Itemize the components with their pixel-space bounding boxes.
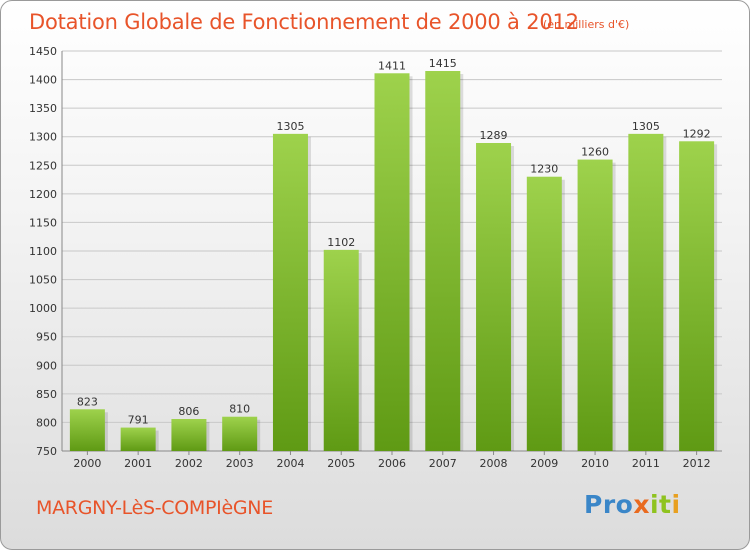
y-tick-label: 900	[36, 359, 57, 372]
bar-2000	[69, 409, 105, 451]
x-tick-label: 2004	[276, 457, 304, 470]
y-tick-label: 1000	[29, 302, 57, 315]
bar-2006	[374, 73, 410, 452]
x-tick-label: 2011	[632, 457, 660, 470]
bar-2010	[577, 159, 613, 452]
bar-2007	[425, 71, 461, 451]
y-tick-label: 1250	[29, 159, 57, 172]
bar-2011	[628, 133, 664, 451]
x-tick-label: 2007	[429, 457, 457, 470]
data-label: 810	[229, 403, 250, 416]
y-tick-label: 1200	[29, 188, 57, 201]
x-tick-label: 2010	[581, 457, 609, 470]
x-axis: 2000 2001 2002 2003 2004 2005 2006 2007 2008 2009…	[73, 451, 711, 470]
data-label: 1260	[581, 146, 609, 159]
y-tick-label: 1300	[29, 131, 57, 144]
y-tick-label: 1100	[29, 245, 57, 258]
bar-2012	[679, 141, 715, 452]
x-tick-label: 2008	[480, 457, 508, 470]
bar-2001	[120, 427, 156, 451]
data-label: 1102	[327, 236, 355, 249]
bar-2009	[526, 176, 562, 451]
x-tick-label: 2005	[327, 457, 355, 470]
data-labels: 823 791 806 810 1305 1102 1411 1415 1289 1230 1260…	[77, 57, 711, 427]
x-tick-label: 2001	[124, 457, 152, 470]
y-tick-label: 800	[36, 416, 57, 429]
y-tick-label: 1150	[29, 216, 57, 229]
y-tick-label: 850	[36, 388, 57, 401]
y-tick-label: 950	[36, 331, 57, 344]
data-label: 823	[77, 395, 98, 408]
data-label: 1230	[530, 163, 558, 176]
x-tick-label: 2009	[530, 457, 558, 470]
bar-2002	[171, 419, 207, 451]
bar-2004	[272, 133, 308, 451]
data-label: 1305	[276, 120, 304, 133]
commune-name: MARGNY-LèS-COMPIèGNE	[36, 497, 273, 519]
bar-2008	[476, 143, 512, 451]
data-label: 1305	[632, 120, 660, 133]
y-tick-label: 1400	[29, 74, 57, 87]
bar-2003	[222, 416, 258, 451]
x-tick-label: 2003	[226, 457, 254, 470]
chart-subtitle: (en milliers d'€)	[543, 18, 630, 31]
chart-title: Dotation Globale de Fonctionnement de 20…	[29, 10, 579, 34]
data-label: 1411	[378, 59, 406, 72]
y-tick-label: 1350	[29, 102, 57, 115]
data-label: 1292	[683, 127, 711, 140]
data-label: 1415	[429, 57, 457, 70]
bar-2005	[323, 249, 359, 451]
x-tick-label: 2000	[73, 457, 101, 470]
y-tick-label: 1450	[29, 45, 57, 58]
proxiti-logo: Proxiti	[584, 490, 681, 519]
data-label: 1289	[480, 129, 508, 142]
x-tick-label: 2002	[175, 457, 203, 470]
data-label: 791	[128, 414, 149, 427]
x-tick-label: 2012	[683, 457, 711, 470]
y-tick-label: 1050	[29, 274, 57, 287]
y-tick-label: 750	[36, 445, 57, 458]
x-tick-label: 2006	[378, 457, 406, 470]
data-label: 806	[178, 405, 199, 418]
bars	[69, 71, 718, 452]
